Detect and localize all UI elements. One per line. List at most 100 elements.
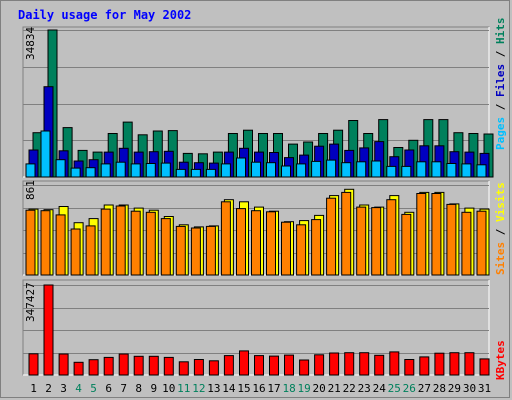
bar-sites-day-30 [461, 211, 472, 276]
bar-sites-day-6 [100, 208, 111, 276]
bar-kbytes-day-26 [404, 359, 415, 376]
bar-pages-day-25 [386, 165, 397, 178]
bar-kbytes-day-19 [299, 359, 310, 376]
x-tick-label-day-17: 17 [267, 382, 280, 395]
x-tick-label-day-18: 18 [282, 382, 295, 395]
bar-pages-day-26 [401, 165, 412, 178]
bar-kbytes-day-9 [148, 355, 159, 376]
x-tick-label-day-10: 10 [162, 382, 175, 395]
bar-sites-day-11 [175, 225, 186, 276]
bar-kbytes-day-3 [58, 353, 69, 376]
legend-pages-files-hits: Pages / Files / Hits [494, 18, 507, 151]
legend-item-kbytes: KBytes [494, 340, 507, 380]
x-tick-label-day-16: 16 [252, 382, 265, 395]
x-tick-label-day-11: 11 [177, 382, 190, 395]
bar-sites-day-7 [115, 205, 126, 276]
x-tick-label-day-7: 7 [120, 382, 127, 395]
bar-sites-day-26 [401, 213, 412, 276]
bar-pages-day-14 [220, 163, 231, 178]
legend-sites-visits: Sites / Visits [494, 182, 507, 275]
bar-sites-day-5 [85, 225, 96, 276]
bar-pages-day-27 [416, 161, 427, 178]
bar-pages-day-6 [100, 163, 111, 178]
bar-pages-day-8 [130, 163, 141, 178]
bar-pages-day-19 [296, 163, 307, 178]
legend-text: Pages / Files / Hits [494, 18, 507, 151]
bar-pages-day-11 [175, 168, 186, 178]
bar-kbytes-day-17 [269, 355, 279, 376]
bar-pages-day-4 [70, 167, 81, 178]
legend-item-hits: Hits [494, 18, 507, 45]
legend-item-visits: Visits [494, 182, 507, 222]
bar-sites-day-18 [281, 221, 291, 276]
bar-sites-day-28 [431, 193, 442, 276]
bar-sites-day-19 [296, 224, 307, 276]
bar-sites-day-1 [25, 209, 36, 276]
bar-sites-day-3 [55, 214, 66, 276]
bar-pages-day-3 [55, 159, 66, 178]
x-tick-label-day-5: 5 [90, 382, 97, 395]
bar-sites-day-23 [356, 206, 367, 276]
bar-sites-day-10 [160, 218, 171, 276]
x-tick-label-day-25: 25 [388, 382, 401, 395]
bar-kbytes-day-30 [464, 352, 475, 376]
bar-kbytes-day-22 [344, 352, 355, 376]
x-tick-label-day-9: 9 [150, 382, 157, 395]
bar-pages-day-30 [461, 163, 472, 178]
bar-pages-day-28 [431, 161, 442, 178]
bar-pages-day-12 [190, 168, 201, 178]
bar-sites-day-4 [70, 228, 81, 276]
bar-kbytes-day-13 [208, 360, 219, 376]
bar-kbytes-day-2 [43, 284, 54, 376]
bar-kbytes-day-25 [389, 351, 400, 376]
legend-kbytes: KBytes [494, 340, 507, 380]
bar-kbytes-day-24 [374, 354, 385, 376]
bar-kbytes-day-29 [449, 352, 460, 376]
legend-item-files: Files [494, 64, 507, 97]
bar-kbytes-day-20 [314, 354, 325, 376]
bar-pages-day-10 [160, 162, 171, 178]
bar-kbytes-day-4 [73, 361, 84, 376]
x-tick-label-day-14: 14 [222, 382, 236, 395]
bar-pages-day-22 [341, 162, 352, 178]
bar-sites-day-31 [476, 210, 487, 276]
bar-kbytes-day-1 [28, 353, 39, 376]
x-tick-label-day-30: 30 [463, 382, 476, 395]
panel-hits-files-pages [22, 26, 494, 178]
legend-separator: / [494, 97, 507, 117]
bar-kbytes-day-18 [284, 354, 294, 376]
bar-kbytes-day-28 [434, 352, 445, 376]
bar-kbytes-day-27 [419, 356, 430, 376]
panel-kbytes [22, 279, 490, 376]
bar-pages-day-20 [311, 160, 322, 178]
x-tick-label-day-15: 15 [237, 382, 250, 395]
bottom-panel-max-label: 347427 [24, 282, 37, 322]
x-tick-label-day-20: 20 [312, 382, 325, 395]
bar-sites-day-24 [371, 207, 382, 276]
bar-sites-day-27 [416, 193, 427, 276]
bar-pages-day-7 [115, 161, 126, 178]
bar-kbytes-day-15 [239, 350, 249, 376]
bar-sites-day-8 [130, 210, 141, 276]
x-tick-label-day-24: 24 [373, 382, 387, 395]
bar-sites-day-9 [145, 211, 156, 276]
bar-kbytes-day-16 [254, 355, 264, 376]
legend-item-pages: Pages [494, 117, 507, 150]
chart-title: Daily usage for May 2002 [18, 8, 191, 22]
bar-pages-day-24 [371, 160, 382, 178]
x-tick-label-day-29: 29 [448, 382, 461, 395]
bar-sites-day-14 [220, 201, 231, 276]
middle-panel-max-label: 861 [24, 180, 37, 200]
legend-text: Sites / Visits [494, 182, 507, 275]
bar-pages-day-13 [205, 168, 216, 178]
bar-pages-day-18 [281, 165, 291, 178]
bar-pages-day-29 [446, 163, 457, 178]
legend-text: KBytes [494, 340, 507, 380]
bar-sites-day-29 [446, 203, 457, 276]
bar-kbytes-day-14 [223, 355, 234, 376]
bar-pages-day-21 [326, 159, 337, 178]
x-tick-label-day-3: 3 [60, 382, 67, 395]
x-tick-label-day-28: 28 [433, 382, 446, 395]
bar-kbytes-day-21 [329, 352, 340, 376]
